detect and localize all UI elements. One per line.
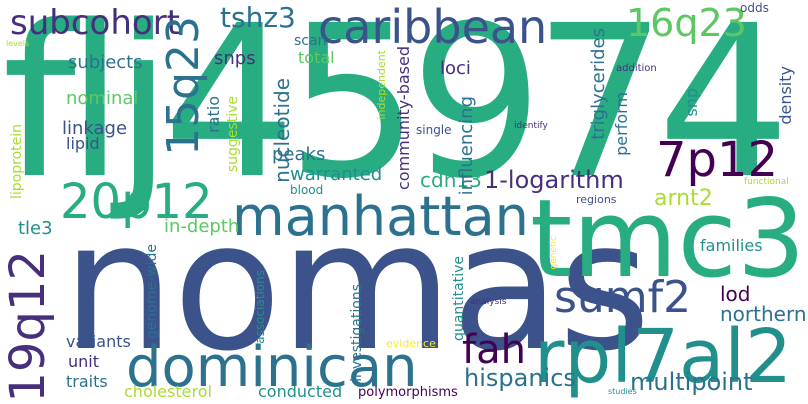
word-fah: fah [462,327,526,373]
word-evidence: evidence [386,337,436,350]
word-functional: functional [744,177,789,187]
word-subjects: subjects [68,52,143,73]
word-odds: odds [740,1,769,15]
word-unit: unit [68,352,99,371]
word-arnt2: arnt2 [654,186,713,211]
word-caribbean: caribbean [318,0,548,54]
word-20p12: 20p12 [60,174,213,230]
word-linkage: linkage [62,118,128,139]
word-15q23: 15q23 [158,16,209,156]
word-nucleotide: nucleotide [270,78,294,183]
word-multipoint: multipoint [630,368,753,396]
word-single: single [416,123,452,137]
word-scan: scan [294,33,327,49]
word-total: total [298,48,335,67]
word-investigations: investigations [349,284,365,382]
word-cdh13: cdh13 [420,168,482,192]
word-in-depth: in-depth [164,216,240,237]
word-1-logarithm: 1-logarithm [484,166,624,194]
word-lipid: lipid [66,134,100,153]
word-conducted: conducted [258,382,343,401]
word-polymorphisms: polymorphisms [358,385,458,400]
word-tle3: tle3 [18,218,53,239]
word-cholesterol: cholesterol [124,382,212,401]
word-7p12: 7p12 [656,132,779,188]
word-blood: blood [290,183,324,197]
word-dominican: dominican [126,335,418,400]
word-lipoprotein: lipoprotein [9,124,25,199]
word-subcohort: subcohort [10,3,180,43]
word-associations: associations [253,270,267,344]
word-tmc3: tmc3 [530,177,806,302]
word-lod: lod [720,282,751,306]
word-analysis: analysis [470,297,507,307]
word-studies: studies [608,387,637,396]
word-genome-wide: genome-wide [144,244,160,340]
word-northern: northern [720,302,807,326]
word-warranted: warranted [290,164,383,185]
word-independent: independent [375,50,388,120]
word-snp: snp [682,88,701,117]
word-quantitative: quantitative [451,256,467,341]
word-regions: regions [576,193,617,206]
word-levels: levels [6,39,30,48]
word-addition: addition [616,63,657,74]
word-density: density [776,66,795,125]
word-identify: identify [514,121,548,131]
word-16q23: 16q23 [626,1,747,45]
word-rpl7al2: rpl7al2 [534,314,793,400]
word-sumf2: sumf2 [554,272,692,323]
word-families: families [700,236,763,255]
word-snps: snps [214,48,256,69]
word-triglycerides: triglycerides [588,28,609,140]
word-nominal: nominal [66,88,139,109]
word-tshz3: tshz3 [220,1,296,34]
word-suggestive: suggestive [225,96,241,173]
word-influencing: influencing [456,96,477,196]
word-19q12: 19q12 [0,250,56,403]
word-nomas: nomas [62,183,651,390]
word-perform: perform [612,92,631,156]
word-community-based: community-based [394,46,413,191]
word-ratio: ratio [204,96,223,133]
word-genetic: genetic [549,236,559,270]
word-manhattan: manhattan [232,185,529,248]
word-loci: loci [440,58,471,79]
word-flj45974: flj45974 [2,0,791,225]
word-peaks: peaks [272,144,326,165]
word-variants: variants [66,332,131,351]
word-traits: traits [66,372,108,391]
word-hispanics: hispanics [464,364,576,392]
